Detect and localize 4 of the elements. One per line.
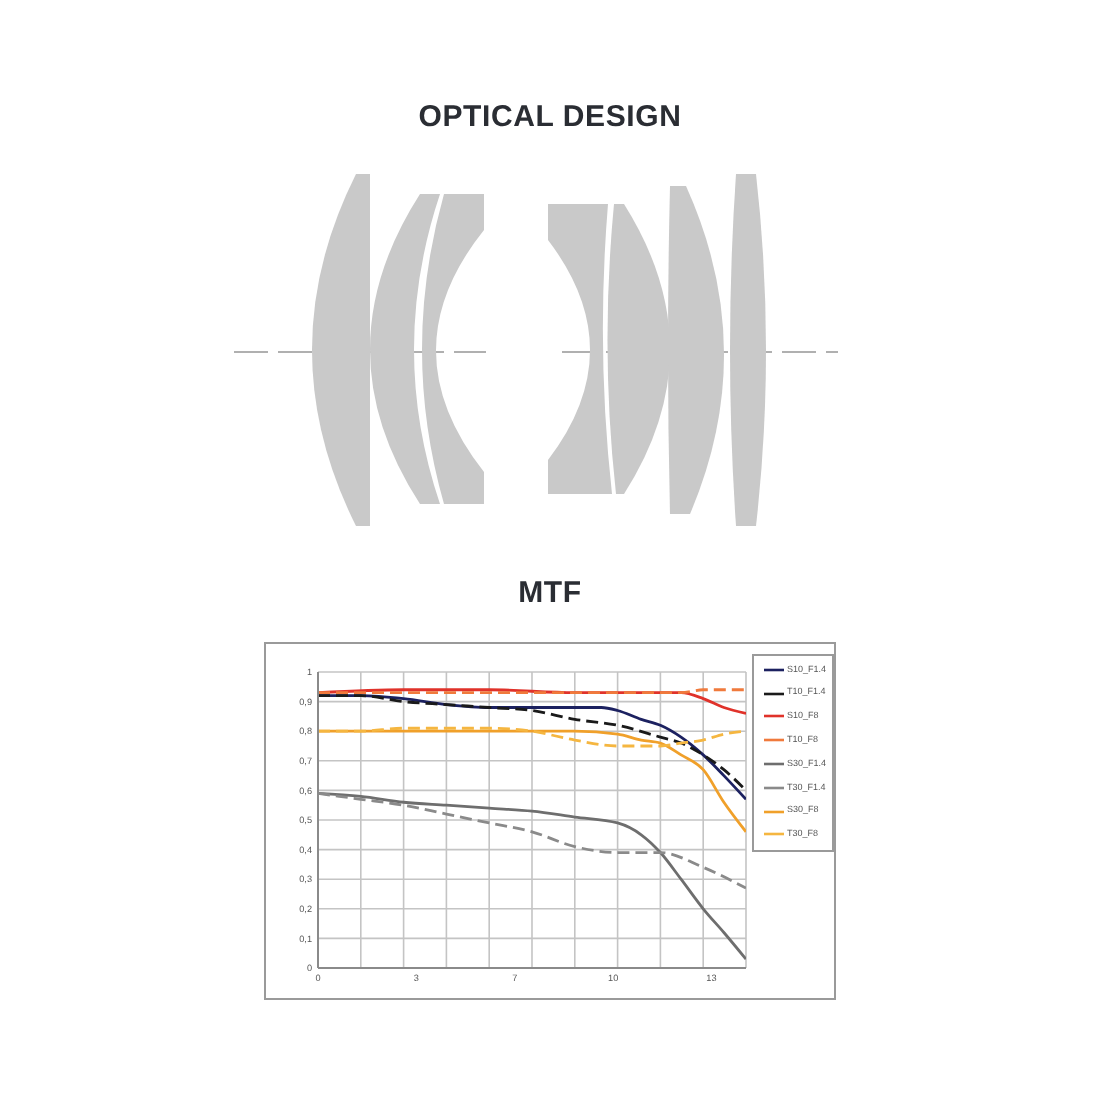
line-series <box>318 726 746 748</box>
chart-title: MTF <box>516 576 584 610</box>
line-series <box>318 791 746 961</box>
text: OPTICAL DESIGN <box>416 100 684 134</box>
